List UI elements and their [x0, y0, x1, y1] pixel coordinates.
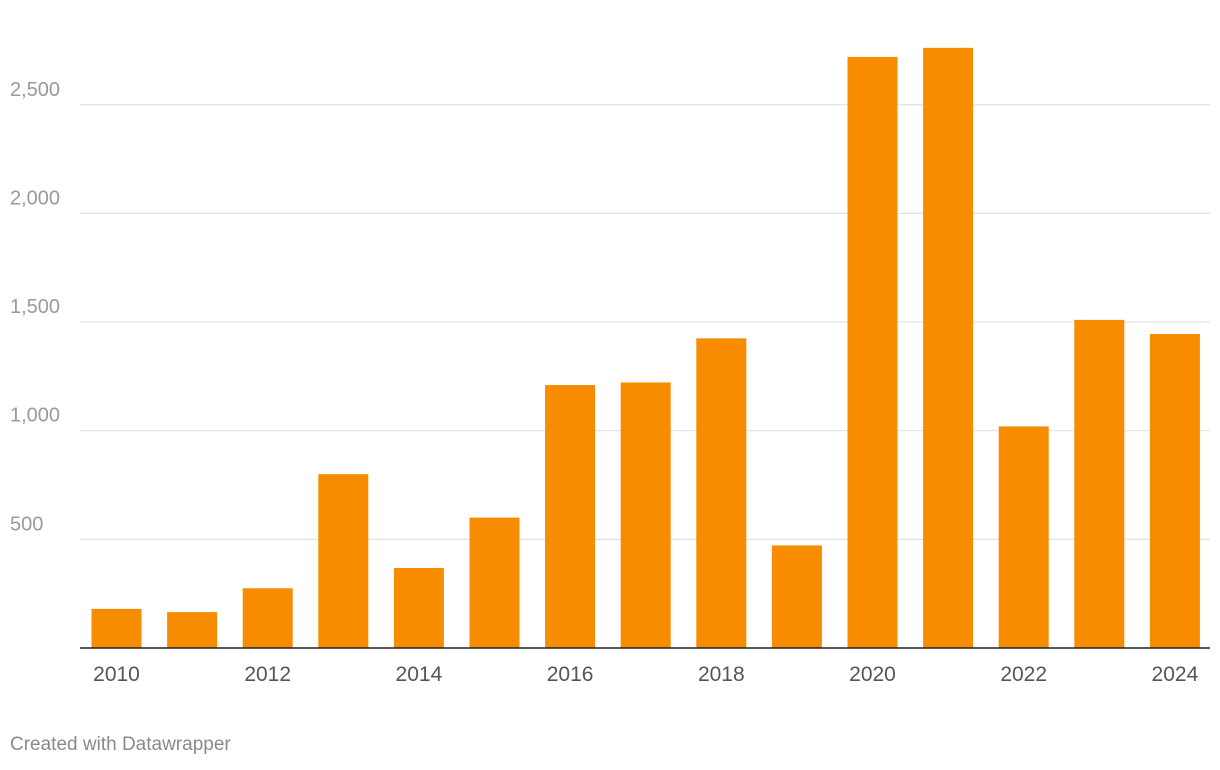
bar-2023 — [1074, 319, 1125, 648]
bar-2012 — [242, 588, 293, 648]
credit-text: Created with Datawrapper — [10, 734, 231, 755]
bar-2022 — [998, 426, 1049, 648]
x-tick-label: 2012 — [244, 663, 291, 686]
bar-2021 — [923, 47, 974, 649]
x-tick-label: 2020 — [849, 663, 896, 686]
x-tick-label: 2018 — [698, 663, 745, 686]
chart: 500 1,000 1,500 2,000 2,500 2010 2012 2014 2016… — [10, 47, 1210, 686]
bar-2020 — [847, 56, 898, 649]
bar-2024 — [1149, 334, 1200, 648]
bars — [91, 47, 1200, 649]
bar-2016 — [545, 385, 596, 648]
y-tick-label: 2,500 — [10, 79, 60, 101]
bar-2013 — [318, 474, 369, 648]
bar-2015 — [469, 517, 520, 648]
bar-2014 — [393, 568, 444, 648]
gridlines: 500 1,000 1,500 2,000 2,500 — [10, 79, 1210, 540]
x-tick-label: 2024 — [1152, 663, 1199, 686]
x-tick-label: 2016 — [547, 663, 594, 686]
y-tick-label: 500 — [10, 513, 43, 535]
x-tick-label: 2010 — [93, 663, 140, 686]
y-tick-label: 1,000 — [10, 405, 60, 427]
bar-chart-svg: 500 1,000 1,500 2,000 2,500 2010 2012 2014 2016… — [10, 47, 1210, 686]
x-tick-label: 2014 — [396, 663, 443, 686]
bar-2019 — [771, 545, 822, 648]
bar-2018 — [696, 338, 747, 648]
x-axis-ticks: 2010 2012 2014 2016 2018 2020 2022 2024 — [93, 663, 1198, 686]
y-tick-label: 1,500 — [10, 296, 60, 318]
x-tick-label: 2022 — [1000, 663, 1047, 686]
bar-2010 — [91, 608, 142, 648]
bar-2017 — [620, 382, 671, 648]
bar-2011 — [167, 612, 218, 648]
y-tick-label: 2,000 — [10, 187, 60, 209]
